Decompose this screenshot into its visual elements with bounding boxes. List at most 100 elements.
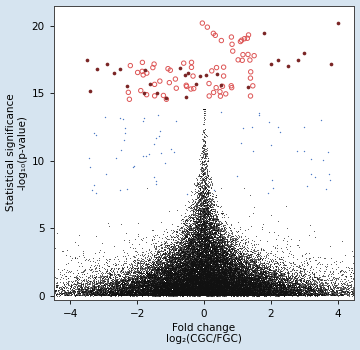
Point <box>248 283 254 289</box>
Point <box>192 239 198 244</box>
Point <box>183 261 189 267</box>
Point <box>238 270 244 275</box>
Point <box>125 272 131 277</box>
Point <box>212 289 217 295</box>
Point <box>250 275 256 281</box>
Point <box>198 263 204 269</box>
Point <box>182 285 188 290</box>
Point <box>225 267 231 272</box>
Point <box>225 258 231 264</box>
Point <box>221 288 227 293</box>
Point <box>220 236 226 241</box>
Point <box>200 212 206 218</box>
Point <box>321 290 327 296</box>
Point <box>231 271 237 276</box>
Point <box>185 251 190 257</box>
Point <box>216 282 222 288</box>
Point <box>157 284 163 290</box>
Point <box>216 292 221 298</box>
Point <box>280 289 286 294</box>
Point <box>167 285 172 291</box>
Point <box>229 237 235 242</box>
Point <box>205 187 211 192</box>
Point <box>258 287 264 293</box>
Point <box>261 254 266 259</box>
Point <box>253 285 259 290</box>
Point <box>218 282 224 288</box>
Point <box>183 281 189 286</box>
Point <box>130 285 136 290</box>
Point <box>291 288 297 293</box>
Point <box>178 288 184 294</box>
Point <box>126 273 131 279</box>
Point <box>198 243 203 248</box>
Point <box>142 282 148 287</box>
Point <box>265 291 271 296</box>
Point <box>255 284 261 290</box>
Point <box>238 261 243 267</box>
Point <box>126 290 132 295</box>
Point <box>220 284 226 289</box>
Point <box>198 292 204 298</box>
Point <box>183 292 188 298</box>
Point <box>161 281 167 287</box>
Point <box>187 225 193 231</box>
Point <box>308 292 314 298</box>
Point <box>155 287 161 293</box>
Point <box>210 276 215 282</box>
Point <box>210 258 216 264</box>
Point <box>230 271 235 277</box>
Point <box>139 287 145 293</box>
Point <box>248 290 254 295</box>
Point <box>153 267 159 272</box>
Point <box>202 222 207 227</box>
Point <box>237 275 243 281</box>
Point <box>248 285 254 291</box>
Point <box>220 288 225 294</box>
Point <box>166 287 171 293</box>
Point <box>128 290 134 295</box>
Point <box>123 287 129 292</box>
Point <box>211 290 217 296</box>
Point <box>221 290 226 296</box>
Point <box>237 284 243 290</box>
Point <box>166 289 171 294</box>
Point <box>297 288 303 294</box>
Point <box>219 237 224 243</box>
Point <box>271 287 277 293</box>
Point <box>183 289 189 295</box>
Point <box>166 292 172 298</box>
Point <box>235 287 241 292</box>
Point <box>203 217 209 222</box>
Point <box>212 262 217 268</box>
Point <box>200 274 206 280</box>
Point <box>213 290 219 295</box>
Point <box>276 257 282 262</box>
Point <box>142 292 148 298</box>
Point <box>185 267 190 273</box>
Point <box>220 255 225 261</box>
Point <box>253 270 259 276</box>
Point <box>177 278 183 283</box>
Point <box>154 284 160 289</box>
Point <box>203 237 209 243</box>
Point <box>135 267 140 273</box>
Point <box>193 236 198 242</box>
Point <box>203 234 208 240</box>
Point <box>219 277 224 283</box>
Point <box>191 245 197 250</box>
Point <box>226 274 232 280</box>
Point <box>230 289 236 295</box>
Point <box>210 240 216 246</box>
Point <box>232 272 238 278</box>
Point <box>164 257 170 262</box>
Point <box>186 255 192 260</box>
Point <box>179 281 185 287</box>
Point <box>203 274 208 279</box>
Point <box>185 284 190 290</box>
Point <box>171 228 177 233</box>
Point <box>156 254 162 259</box>
Point <box>169 269 175 274</box>
Point <box>213 266 219 272</box>
Point <box>224 233 230 239</box>
